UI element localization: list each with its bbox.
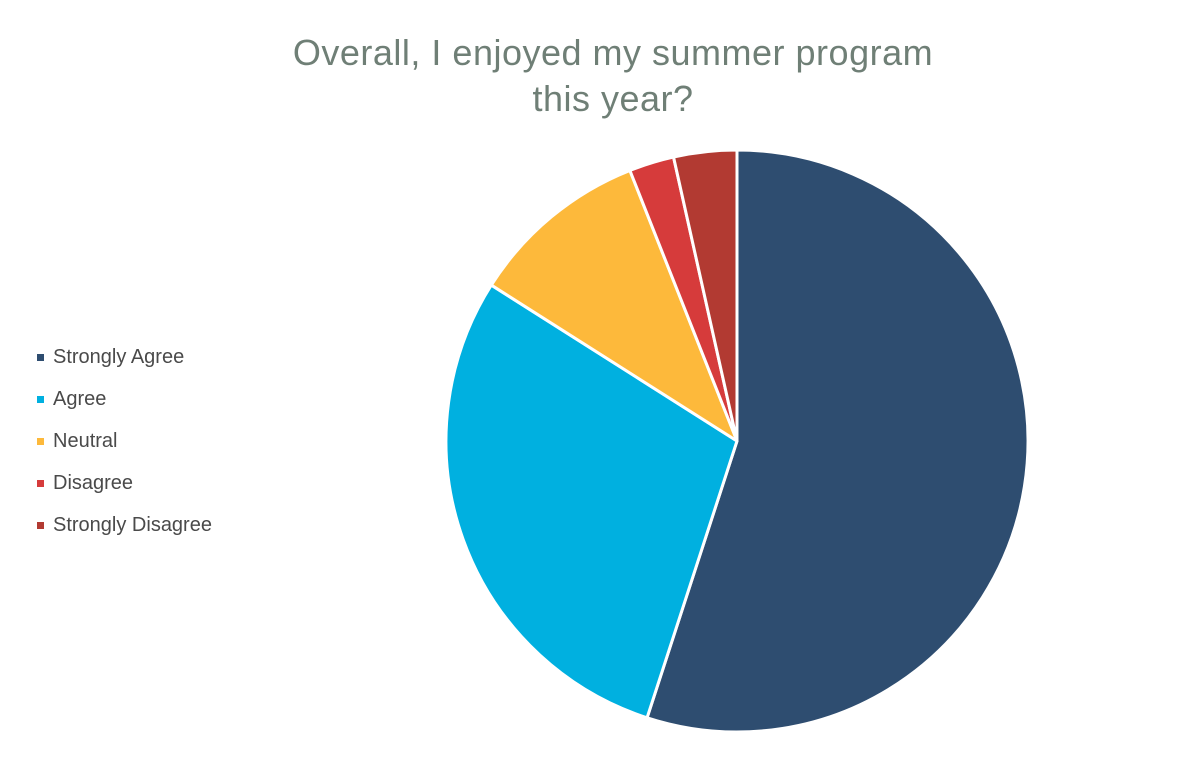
- legend-swatch: [37, 395, 44, 403]
- legend-label: Strongly Disagree: [53, 513, 212, 536]
- pie-slice-strongly-disagree: [672, 148, 739, 443]
- legend-item-strongly-disagree: Strongly Disagree: [37, 504, 212, 546]
- legend-item-disagree: Disagree: [37, 462, 212, 504]
- legend-swatch: [37, 479, 44, 487]
- pie-slice-strongly-agree: [645, 148, 1030, 734]
- legend-swatch: [37, 521, 44, 529]
- pie-slice-agree: [444, 283, 739, 720]
- legend-label: Neutral: [53, 429, 118, 452]
- legend-swatch: [37, 437, 44, 445]
- legend-item-strongly-agree: Strongly Agree: [37, 336, 212, 378]
- chart-title-line-1: Overall, I enjoyed my summer program: [292, 32, 934, 73]
- legend-item-agree: Agree: [37, 378, 212, 420]
- chart-legend: Strongly Agree Agree Neutral Disagree St…: [37, 336, 212, 546]
- legend-label: Agree: [53, 387, 107, 410]
- chart-title: Overall, I enjoyed my summer program thi…: [0, 30, 1203, 122]
- legend-label: Disagree: [53, 471, 134, 494]
- legend-item-neutral: Neutral: [37, 420, 212, 462]
- legend-label: Strongly Agree: [53, 345, 185, 368]
- legend-swatch: [37, 353, 44, 361]
- chart-title-line-2: this year?: [532, 78, 694, 119]
- pie-slice-neutral: [489, 168, 739, 443]
